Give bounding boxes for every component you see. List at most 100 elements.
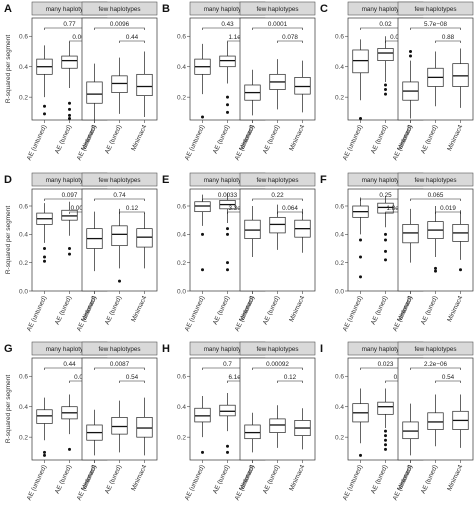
box-ae-untuned- (194, 194, 211, 272)
comparison-bracket: 5.7e−08 (410, 21, 461, 30)
x-tick-label: Minimac4 (288, 124, 306, 153)
panel-letter: C (320, 3, 328, 15)
outlier-point (43, 255, 46, 259)
x-tick-label: Minimac4 (130, 124, 148, 153)
p-value-label: 0.22 (271, 192, 284, 199)
box-ae-tuned- (219, 42, 236, 114)
x-tick-label: AE (tuned) (104, 295, 123, 326)
facet-strip-label: few haplotypes (256, 6, 298, 13)
box-body (294, 77, 311, 95)
outlier-point (118, 279, 121, 283)
outlier-point (43, 450, 46, 454)
outlier-point (68, 116, 71, 120)
x-tick-label: AE (tuned) (54, 464, 73, 495)
box-body (111, 417, 128, 435)
bracket-line (410, 27, 461, 30)
box-ae-untuned- (352, 39, 369, 120)
x-tick-label: AE (tuned) (262, 464, 281, 495)
x-tick-label: Minimac4 (446, 295, 464, 324)
bracket-line (119, 380, 145, 383)
outlier-point (43, 453, 46, 457)
bracket-line (277, 40, 303, 43)
facet-strip-label: few haplotypes (414, 6, 456, 13)
panel-letter: F (320, 174, 327, 186)
p-value-label: 0.54 (126, 374, 139, 381)
facet-strip-label: many haplotypes (46, 346, 94, 353)
box-ae-tuned- (377, 388, 394, 451)
bracket-line (277, 211, 303, 214)
outlier-point (384, 258, 387, 262)
facet-strip-label: few haplotypes (98, 177, 140, 184)
x-tick-label: AE (tuned) (420, 295, 439, 326)
outlier-point (43, 259, 46, 263)
y-tick-label: 0.0 (335, 288, 344, 295)
facet-strip-label: many haplotypes (46, 6, 94, 13)
box-ae-untuned- (194, 396, 211, 454)
outlier-point (384, 249, 387, 253)
bracket-line (410, 198, 461, 201)
p-value-label: 0.0087 (110, 361, 130, 368)
x-tick-label: AE (untuned) (184, 124, 207, 162)
x-tick-label: AE (untuned) (26, 464, 49, 502)
outlier-point (68, 252, 71, 256)
box-minimac4 (136, 213, 153, 269)
p-value-label: 0.00092 (266, 361, 289, 368)
box-minimac4 (294, 208, 311, 253)
x-tick-label: AE (untuned) (76, 295, 99, 333)
comparison-bracket: 0.0087 (94, 361, 145, 370)
y-tick-label: 0.6 (177, 34, 186, 41)
box-body (427, 412, 444, 430)
x-tick-label: AE (tuned) (212, 124, 231, 155)
x-tick-label: AE (untuned) (26, 295, 49, 333)
y-tick-label: 0.2 (19, 94, 28, 101)
box-body (61, 209, 78, 221)
outlier-point (68, 101, 71, 105)
box-ae-tuned- (269, 59, 286, 110)
box-body (352, 49, 369, 74)
y-tick-label: 0.6 (335, 203, 344, 210)
box-ae-tuned- (111, 208, 128, 283)
box-body (402, 224, 419, 244)
x-tick-label: AE (tuned) (212, 295, 231, 326)
comparison-bracket: 0.74 (94, 192, 145, 201)
y-tick-label: 0.4 (19, 64, 28, 71)
bracket-line (410, 367, 461, 370)
bracket-line (252, 367, 303, 370)
y-tick-label: 0.2 (19, 260, 28, 267)
box-ae-tuned- (61, 42, 78, 120)
outlier-point (384, 92, 387, 96)
facet-strip (397, 172, 474, 187)
box-ae-tuned- (219, 393, 236, 454)
box-ae-untuned- (402, 403, 419, 456)
facet-strip (81, 1, 158, 16)
panel-a: A R-squared per segment 0.2 0.4 0.6 many hapl… (4, 1, 158, 162)
y-axis-title: R-squared per segment (5, 35, 12, 103)
x-tick-label: AE (tuned) (370, 124, 389, 155)
facet-strip-label: many haplotypes (46, 177, 94, 184)
facet-strip-label: many haplotypes (362, 6, 410, 13)
x-tick-label: AE (untuned) (184, 295, 207, 333)
outlier-point (434, 266, 437, 270)
comparison-bracket: 0.44 (119, 34, 145, 43)
panel-letter: D (4, 174, 12, 186)
box-body (111, 225, 128, 247)
bracket-line (94, 27, 145, 30)
box-body (194, 201, 211, 213)
box-body (194, 407, 211, 423)
panel-e: E 0.0 0.2 0.4 0.6 many haplotypes AE (untuned)… (162, 172, 316, 333)
x-tick-label: Minimac4 (288, 464, 306, 493)
facet-strip (239, 172, 316, 187)
p-value-label: 0.12 (126, 205, 139, 212)
x-tick-label: AE (tuned) (262, 295, 281, 326)
comparison-bracket: 0.00092 (252, 361, 303, 370)
x-tick-label: AE (tuned) (420, 124, 439, 155)
outlier-point (434, 269, 437, 273)
y-tick-label: 0.4 (335, 404, 344, 411)
bracket-line (94, 367, 145, 370)
p-value-label: 0.0033 (218, 192, 238, 199)
outlier-point (226, 261, 229, 265)
y-tick-label: 0.2 (335, 434, 344, 441)
panel-letter: A (4, 3, 12, 15)
x-tick-label: AE (untuned) (342, 295, 365, 333)
